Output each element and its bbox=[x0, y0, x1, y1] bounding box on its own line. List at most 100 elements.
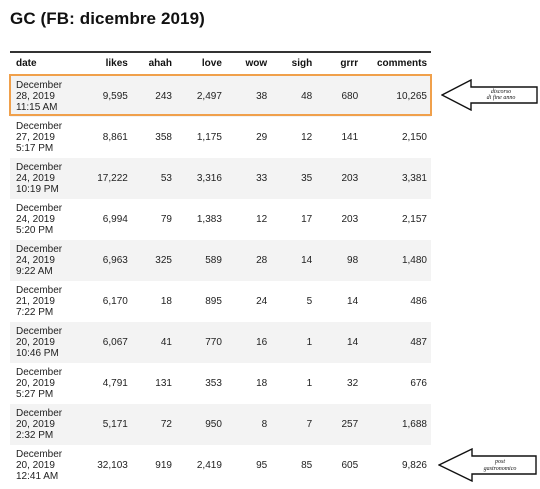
posts-table: date likes ahah love wow sigh grrr comme… bbox=[10, 51, 431, 486]
date-line: 20, 2019 bbox=[16, 419, 55, 430]
cell-comments: 676 bbox=[362, 363, 431, 404]
date-line: 2:32 PM bbox=[16, 430, 54, 441]
date-line: 27, 2019 bbox=[16, 132, 55, 143]
cell-sigh: 85 bbox=[271, 445, 317, 486]
cell-ahah: 325 bbox=[131, 240, 176, 281]
cell-likes: 32,103 bbox=[75, 445, 132, 486]
cell-date: December 20, 2019 5:27 PM bbox=[10, 363, 76, 404]
arrow-icon: discorso di fine anno bbox=[441, 79, 538, 111]
cell-love: 950 bbox=[175, 404, 226, 445]
column-header-grrr: grrr bbox=[316, 51, 363, 76]
cell-comments: 1,480 bbox=[362, 240, 431, 281]
date-line: 10:46 PM bbox=[16, 348, 59, 359]
cell-wow: 38 bbox=[225, 75, 272, 117]
cell-date: December 21, 2019 7:22 PM bbox=[10, 281, 76, 322]
cell-likes: 5,171 bbox=[75, 404, 132, 445]
cell-likes: 17,222 bbox=[75, 158, 132, 199]
date-line: December bbox=[16, 367, 63, 378]
cell-love: 2,497 bbox=[175, 75, 226, 117]
cell-love: 1,175 bbox=[175, 117, 226, 158]
arrow-label-line-2: di fine anno bbox=[487, 94, 516, 101]
date-line: 9:22 AM bbox=[16, 266, 53, 277]
column-header-date: date bbox=[10, 51, 76, 76]
header-row: date likes ahah love wow sigh grrr comme… bbox=[10, 51, 431, 76]
cell-sigh: 5 bbox=[271, 281, 317, 322]
cell-comments: 3,381 bbox=[362, 158, 431, 199]
cell-sigh: 14 bbox=[271, 240, 317, 281]
cell-grrr: 141 bbox=[316, 117, 363, 158]
date-line: 24, 2019 bbox=[16, 173, 55, 184]
table-row: December 21, 2019 7:22 PM 6,170 18 895 24 5 14 48… bbox=[10, 281, 431, 322]
cell-grrr: 14 bbox=[316, 281, 363, 322]
cell-grrr: 32 bbox=[316, 363, 363, 404]
cell-sigh: 35 bbox=[271, 158, 317, 199]
cell-sigh: 1 bbox=[271, 363, 317, 404]
cell-love: 589 bbox=[175, 240, 226, 281]
date-line: December bbox=[16, 203, 63, 214]
table-row: December 24, 2019 5:20 PM 6,994 79 1,383 12 17 2… bbox=[10, 199, 431, 240]
date-line: 20, 2019 bbox=[16, 460, 55, 471]
column-header-likes: likes bbox=[75, 51, 132, 76]
date-line: 20, 2019 bbox=[16, 337, 55, 348]
arrow-label-line-1: discorso bbox=[491, 89, 511, 95]
cell-comments: 2,157 bbox=[362, 199, 431, 240]
cell-wow: 12 bbox=[225, 199, 272, 240]
date-line: December bbox=[16, 121, 63, 132]
cell-comments: 487 bbox=[362, 322, 431, 363]
date-line: 24, 2019 bbox=[16, 214, 55, 225]
cell-wow: 28 bbox=[225, 240, 272, 281]
date-line: December bbox=[16, 326, 63, 337]
date-line: 11:15 AM bbox=[16, 102, 58, 113]
cell-comments: 2,150 bbox=[362, 117, 431, 158]
date-line: 7:22 PM bbox=[16, 307, 54, 318]
cell-date: December 24, 2019 10:19 PM bbox=[10, 158, 76, 199]
column-header-wow: wow bbox=[225, 51, 272, 76]
cell-likes: 6,963 bbox=[75, 240, 132, 281]
arrow-label-line-1: post bbox=[494, 459, 505, 465]
cell-love: 2,419 bbox=[175, 445, 226, 486]
date-line: December bbox=[16, 285, 63, 296]
table-row: December 20, 2019 2:32 PM 5,171 72 950 8 7 257 1,… bbox=[10, 404, 431, 445]
table-row: December 20, 2019 5:27 PM 4,791 131 353 18 1 32 6… bbox=[10, 363, 431, 404]
column-header-ahah: ahah bbox=[131, 51, 176, 76]
date-line: December bbox=[16, 449, 63, 460]
date-line: December bbox=[16, 244, 63, 255]
cell-grrr: 605 bbox=[316, 445, 363, 486]
date-line: December bbox=[16, 408, 63, 419]
date-line: December bbox=[16, 80, 63, 91]
cell-wow: 18 bbox=[225, 363, 272, 404]
table-row: December 27, 2019 5:17 PM 8,861 358 1,175 29 12… bbox=[10, 117, 431, 158]
date-line: 5:27 PM bbox=[16, 389, 54, 400]
cell-likes: 6,994 bbox=[75, 199, 132, 240]
cell-love: 1,383 bbox=[175, 199, 226, 240]
cell-love: 3,316 bbox=[175, 158, 226, 199]
table-row: December 28, 2019 11:15 AM 9,595 243 2,497 38 4… bbox=[10, 75, 431, 117]
date-line: 21, 2019 bbox=[16, 296, 55, 307]
cell-wow: 8 bbox=[225, 404, 272, 445]
column-header-love: love bbox=[175, 51, 226, 76]
cell-grrr: 98 bbox=[316, 240, 363, 281]
cell-love: 353 bbox=[175, 363, 226, 404]
cell-ahah: 919 bbox=[131, 445, 176, 486]
cell-likes: 4,791 bbox=[75, 363, 132, 404]
arrow-label-line-2: gastronomico bbox=[484, 466, 517, 472]
table-row: December 20, 2019 12:41 AM 32,103 919 2,419 95… bbox=[10, 445, 431, 486]
arrow-shape bbox=[438, 448, 537, 482]
cell-comments: 9,826 bbox=[362, 445, 431, 486]
cell-likes: 9,595 bbox=[75, 75, 132, 117]
cell-sigh: 7 bbox=[271, 404, 317, 445]
date-line: 12:41 AM bbox=[16, 471, 59, 482]
cell-wow: 33 bbox=[225, 158, 272, 199]
date-line: 28, 2019 bbox=[16, 91, 55, 102]
arrow-icon: post gastronomico bbox=[438, 448, 537, 482]
cell-grrr: 14 bbox=[316, 322, 363, 363]
table-header: date likes ahah love wow sigh grrr comme… bbox=[10, 51, 431, 76]
cell-likes: 6,170 bbox=[75, 281, 132, 322]
table-row: December 20, 2019 10:46 PM 6,067 41 770 16 1 14 4… bbox=[10, 322, 431, 363]
cell-grrr: 680 bbox=[316, 75, 363, 117]
column-header-sigh: sigh bbox=[271, 51, 317, 76]
table-row: December 24, 2019 10:19 PM 17,222 53 3,316 33 3… bbox=[10, 158, 431, 199]
cell-likes: 8,861 bbox=[75, 117, 132, 158]
cell-ahah: 41 bbox=[131, 322, 176, 363]
cell-ahah: 72 bbox=[131, 404, 176, 445]
